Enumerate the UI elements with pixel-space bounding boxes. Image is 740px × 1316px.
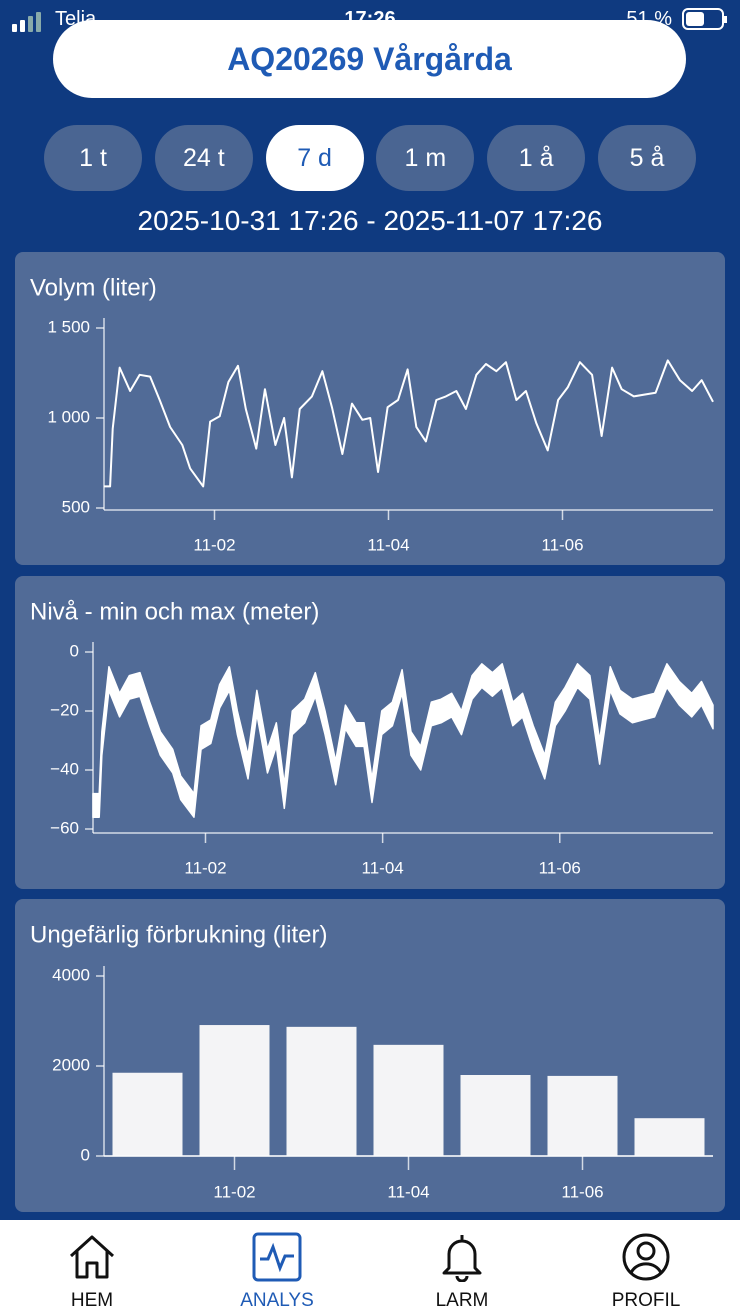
- y-tick-label: 4000: [52, 965, 90, 984]
- period-tab[interactable]: 1 å: [487, 125, 586, 191]
- y-tick-label: −40: [50, 759, 79, 778]
- volume-card: Volym (liter) 500 1 000 1 500 11-02 11-04 11-0…: [15, 252, 725, 565]
- bar: [112, 1072, 183, 1156]
- bar: [199, 1025, 270, 1156]
- x-tick-label: 11-06: [539, 858, 581, 877]
- period-tab[interactable]: 1 m: [376, 125, 475, 191]
- level-band: [92, 663, 714, 818]
- y-tick-label: −20: [50, 700, 79, 719]
- x-tick-label: 11-06: [541, 535, 583, 554]
- period-tab[interactable]: 5 å: [597, 125, 696, 191]
- y-tick-label: 1 500: [47, 317, 90, 336]
- bar: [373, 1044, 444, 1156]
- nav-larm[interactable]: LARM: [382, 1220, 542, 1316]
- y-tick-label: −60: [50, 818, 79, 837]
- chart-title: Ungefärlig förbrukning (liter): [30, 921, 327, 948]
- date-range: 2025-10-31 17:26 - 2025-11-07 17:26: [137, 205, 603, 236]
- y-tick-label: 1 000: [47, 407, 90, 426]
- bar: [634, 1118, 705, 1156]
- nav-profil[interactable]: PROFIL: [566, 1220, 726, 1316]
- chart: Ungefärlig förbrukning (liter) 0 2000 4000 1…: [30, 921, 713, 1201]
- signal-icon: [12, 12, 41, 32]
- bar: [286, 1026, 357, 1156]
- nav-home[interactable]: HEM: [12, 1220, 172, 1316]
- y-tick-label: 0: [70, 641, 79, 660]
- period-tab[interactable]: 7 d: [265, 125, 364, 191]
- bar: [460, 1075, 531, 1156]
- y-tick-label: 500: [62, 497, 90, 516]
- bell-icon: [442, 1235, 482, 1282]
- x-tick-label: 11-06: [561, 1182, 603, 1201]
- y-tick-label: 0: [81, 1145, 90, 1164]
- bottom-nav: HEM ANALYS LARM PROFIL: [0, 1220, 740, 1316]
- analys-icon: [252, 1232, 302, 1282]
- profile-icon: [622, 1233, 670, 1281]
- level-card: Nivå - min och max (meter) −60 −40 −20 0 11-0…: [15, 576, 725, 889]
- chart: Volym (liter) 500 1 000 1 500 11-02 11-04 11-0…: [30, 274, 714, 554]
- x-tick-label: 11-02: [184, 858, 226, 877]
- nav-label: LARM: [435, 1290, 489, 1311]
- volume-line: [104, 359, 714, 488]
- x-tick-label: 11-04: [362, 858, 404, 877]
- station-title: AQ20269 Vårgårda: [53, 20, 686, 98]
- nav-label: ANALYS: [240, 1290, 314, 1311]
- nav-label: HEM: [70, 1290, 114, 1311]
- title-text: AQ20269 Vårgårda: [227, 40, 512, 77]
- x-tick-label: 11-04: [367, 535, 409, 554]
- x-tick-label: 11-02: [213, 1182, 255, 1201]
- chart-title: Volym (liter): [30, 274, 157, 301]
- y-tick-label: 2000: [52, 1055, 90, 1074]
- home-icon: [69, 1235, 115, 1279]
- period-tab[interactable]: 24 t: [154, 125, 253, 191]
- chart-title: Nivå - min och max (meter): [30, 598, 319, 625]
- chart: Nivå - min och max (meter) −60 −40 −20 0 11-0…: [30, 598, 714, 877]
- bar: [547, 1075, 618, 1156]
- x-tick-label: 11-02: [193, 535, 235, 554]
- nav-label: PROFIL: [611, 1290, 681, 1311]
- consumption-card: Ungefärlig förbrukning (liter) 0 2000 4000 1…: [15, 899, 725, 1212]
- battery-icon: [682, 8, 727, 30]
- nav-analys[interactable]: ANALYS: [197, 1220, 357, 1316]
- x-tick-label: 11-04: [387, 1182, 429, 1201]
- period-tab[interactable]: 1 t: [44, 125, 142, 191]
